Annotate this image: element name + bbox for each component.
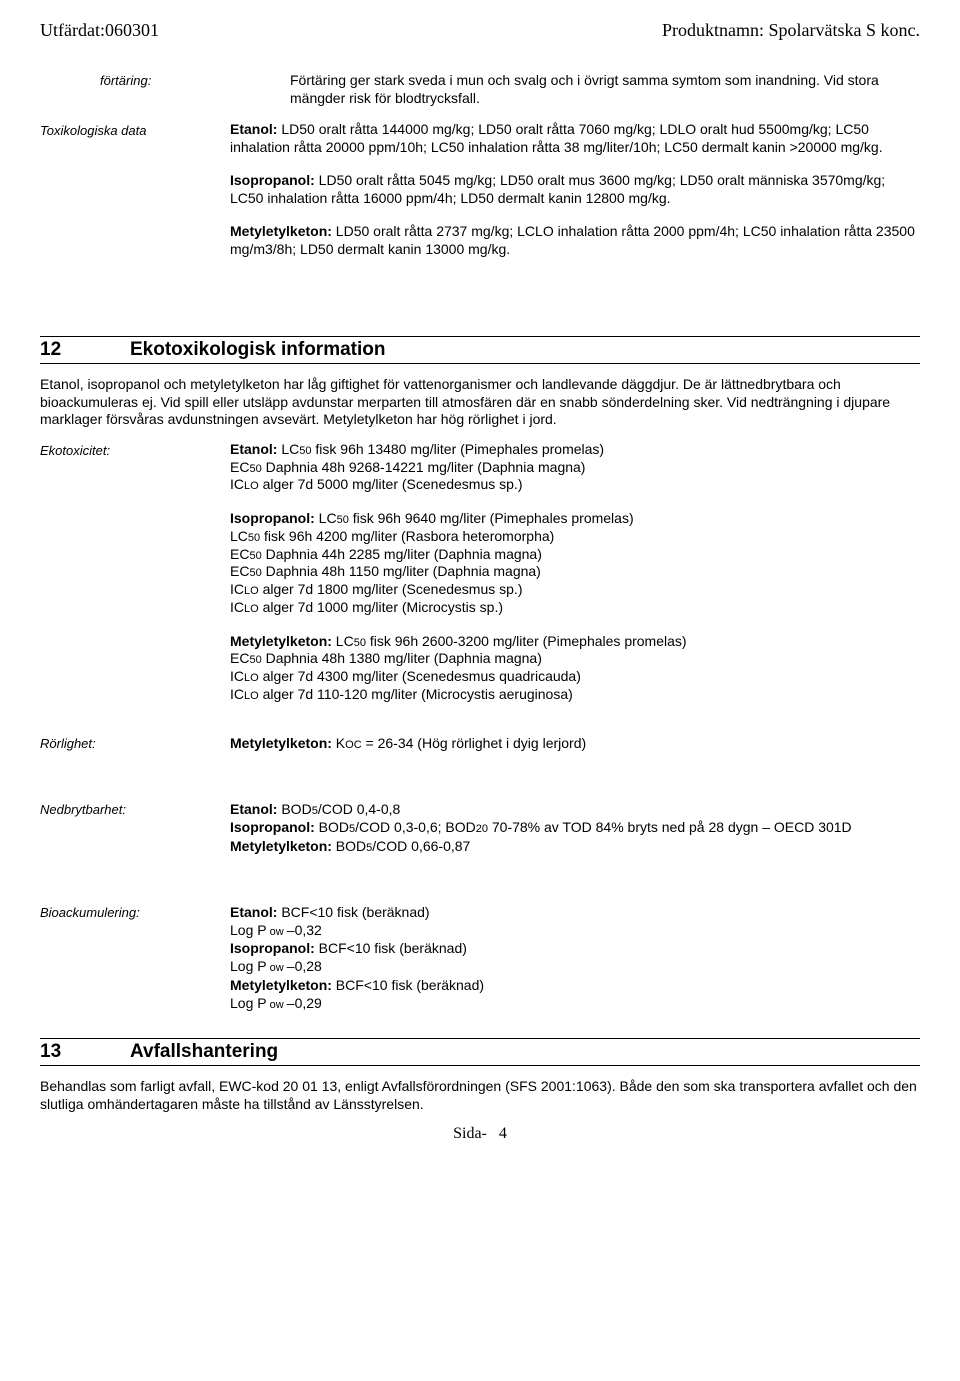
content-bioackumulering: Etanol: BCF<10 fisk (beräknad) Log P ow … bbox=[230, 903, 920, 1012]
row-ekotoxicitet: Ekotoxicitet: Etanol: LC50 fisk 96h 1348… bbox=[40, 441, 920, 720]
label-toxdata: Toxikologiska data bbox=[40, 121, 230, 274]
header-left: Utfärdat:060301 bbox=[40, 20, 159, 41]
tox-metyl: Metyletylketon: LD50 oralt råtta 2737 mg… bbox=[230, 223, 920, 258]
row-toxdata: Toxikologiska data Etanol: LD50 oralt rå… bbox=[40, 121, 920, 274]
label-bioackumulering: Bioackumulering: bbox=[40, 903, 230, 1012]
divider bbox=[40, 363, 920, 364]
row-nedbrytbarhet: Nedbrytbarhet: Etanol: BOD5/COD 0,4-0,8 … bbox=[40, 800, 920, 855]
section-12-label: Ekotoxikologisk information bbox=[130, 339, 385, 361]
row-bioackumulering: Bioackumulering: Etanol: BCF<10 fisk (be… bbox=[40, 903, 920, 1012]
content-toxdata: Etanol: LD50 oralt råtta 144000 mg/kg; L… bbox=[230, 121, 920, 274]
section-13-title: 13 Avfallshantering bbox=[40, 1041, 920, 1063]
ekotox-isopropanol: Isopropanol: LC50 fisk 96h 9640 mg/liter… bbox=[230, 510, 920, 617]
tox-isopropanol: Isopropanol: LD50 oralt råtta 5045 mg/kg… bbox=[230, 172, 920, 207]
row-fortaring: förtäring: Förtäring ger stark sveda i m… bbox=[40, 71, 920, 107]
section-13-label: Avfallshantering bbox=[130, 1041, 278, 1063]
header-right: Produktnamn: Spolarvätska S konc. bbox=[662, 20, 920, 41]
section-13-num: 13 bbox=[40, 1041, 130, 1063]
section-13-text: Behandlas som farligt avfall, EWC-kod 20… bbox=[40, 1078, 920, 1113]
divider bbox=[40, 336, 920, 337]
content-nedbrytbarhet: Etanol: BOD5/COD 0,4-0,8 Isopropanol: BO… bbox=[230, 800, 920, 855]
section-12-num: 12 bbox=[40, 339, 130, 361]
divider bbox=[40, 1065, 920, 1066]
row-rorlighet: Rörlighet: Metyletylketon: KOC = 26-34 (… bbox=[40, 734, 920, 752]
label-ekotoxicitet: Ekotoxicitet: bbox=[40, 441, 230, 720]
page-footer: Sida- 4 bbox=[40, 1125, 920, 1143]
divider bbox=[40, 1038, 920, 1039]
ekotox-etanol: Etanol: LC50 fisk 96h 13480 mg/liter (Pi… bbox=[230, 441, 920, 494]
label-rorlighet: Rörlighet: bbox=[40, 734, 230, 752]
label-fortaring: förtäring: bbox=[40, 71, 290, 107]
tox-etanol: Etanol: LD50 oralt råtta 144000 mg/kg; L… bbox=[230, 121, 920, 156]
section-12-intro: Etanol, isopropanol och metyletylketon h… bbox=[40, 376, 920, 429]
content-rorlighet: Metyletylketon: KOC = 26-34 (Hög rörligh… bbox=[230, 734, 920, 752]
section-12-title: 12 Ekotoxikologisk information bbox=[40, 339, 920, 361]
label-nedbrytbarhet: Nedbrytbarhet: bbox=[40, 800, 230, 855]
text-fortaring: Förtäring ger stark sveda i mun och sval… bbox=[290, 71, 920, 107]
ekotox-metyl: Metyletylketon: LC50 fisk 96h 2600-3200 … bbox=[230, 633, 920, 704]
page-header: Utfärdat:060301 Produktnamn: Spolarvätsk… bbox=[40, 20, 920, 41]
content-ekotoxicitet: Etanol: LC50 fisk 96h 13480 mg/liter (Pi… bbox=[230, 441, 920, 720]
